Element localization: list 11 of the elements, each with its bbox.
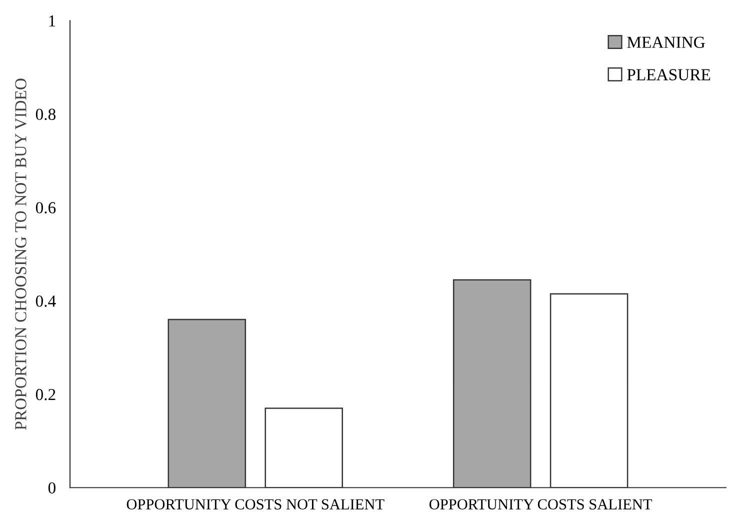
y-tick-label: 1 bbox=[49, 15, 56, 26]
y-tick-label: 0.6 bbox=[36, 202, 56, 214]
y-tick-label: 0.2 bbox=[36, 388, 56, 400]
x-tick-label: OPPORTUNITY COSTS NOT SALIENT bbox=[126, 499, 384, 510]
y-tick-label: 0.8 bbox=[36, 108, 56, 120]
y-tick-label: 0 bbox=[48, 482, 56, 494]
x-tick-label: OPPORTUNITY COSTS SALIENT bbox=[429, 499, 652, 510]
legend-label: PLEASURE bbox=[627, 69, 710, 80]
y-tick-label: 0.4 bbox=[36, 296, 56, 307]
legend-label: MEANING bbox=[627, 36, 705, 48]
y-axis-title: PROPORTION CHOOSING TO NOT BUY VIDEO bbox=[15, 78, 26, 430]
